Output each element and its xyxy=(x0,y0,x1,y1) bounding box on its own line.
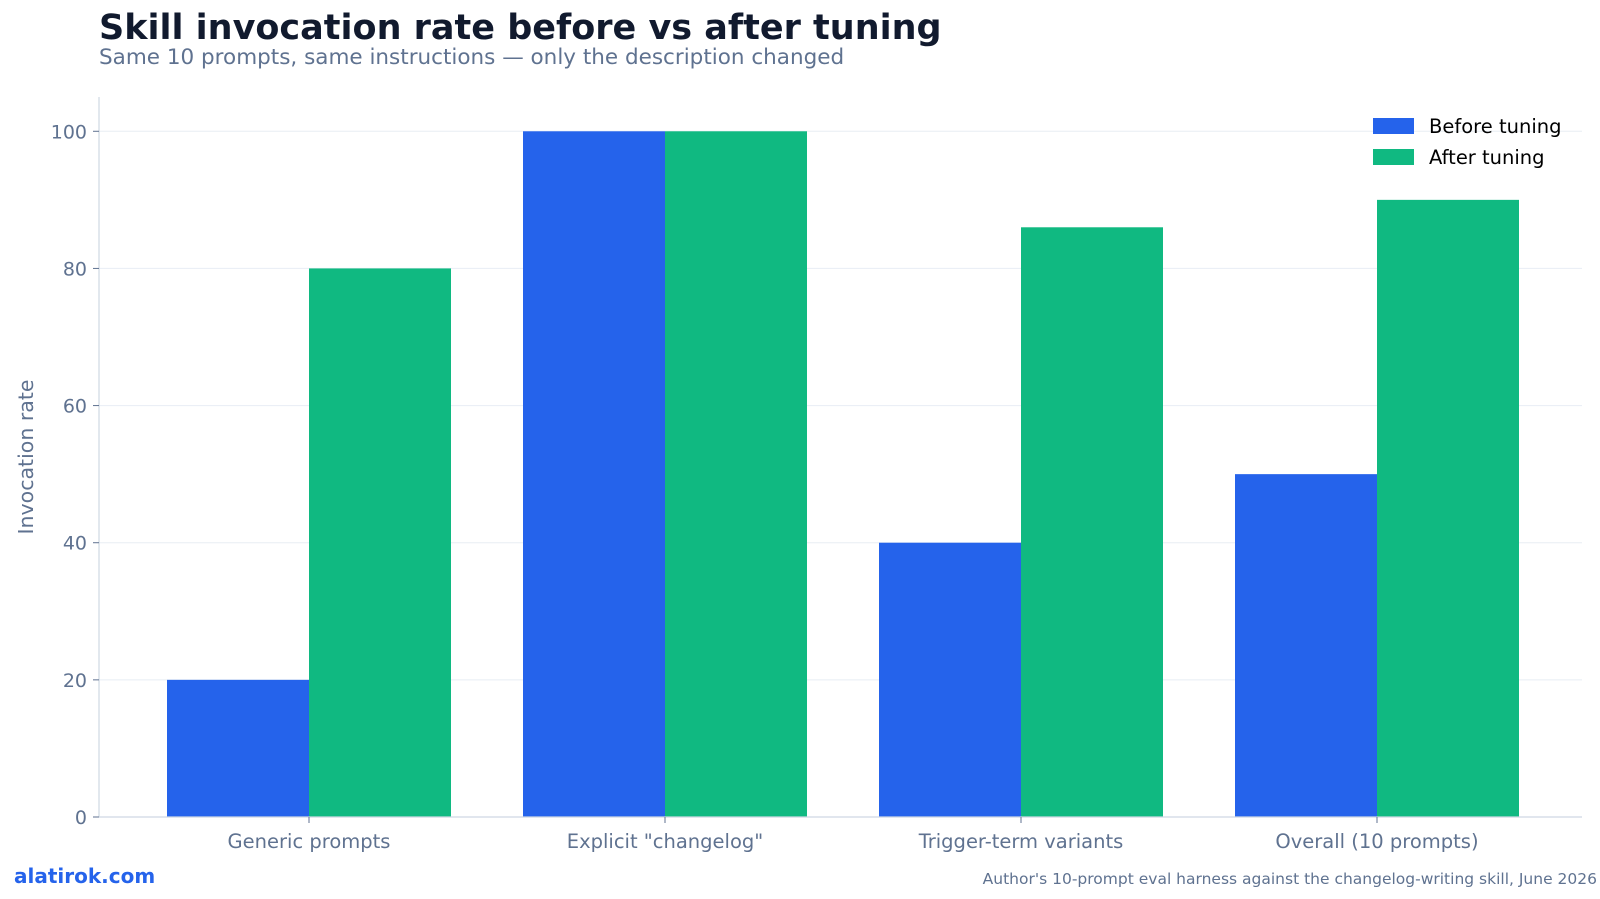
chart-title: Skill invocation rate before vs after tu… xyxy=(99,8,942,48)
legend-item-after: After tuning xyxy=(1373,145,1545,169)
x-tick-label: Generic prompts xyxy=(228,830,391,853)
bar xyxy=(879,542,1021,817)
legend-item-before: Before tuning xyxy=(1373,114,1561,138)
bar xyxy=(523,131,665,818)
y-tick-label: 40 xyxy=(63,533,87,555)
y-axis-label: Invocation rate xyxy=(14,380,38,535)
legend-label-before: Before tuning xyxy=(1429,114,1562,138)
y-tick-label: 0 xyxy=(75,807,87,829)
legend-swatch-after xyxy=(1373,149,1414,165)
bar xyxy=(309,268,451,817)
chart-subtitle: Same 10 prompts, same instructions — onl… xyxy=(99,45,845,70)
brand-link[interactable]: alatirok.com xyxy=(14,864,156,888)
legend-label-after: After tuning xyxy=(1429,145,1545,169)
x-tick-label: Overall (10 prompts) xyxy=(1275,830,1478,853)
bar xyxy=(1021,227,1163,818)
x-tick-label: Explicit "changelog" xyxy=(567,830,764,853)
legend-swatch-before xyxy=(1373,118,1414,134)
y-tick-label: 20 xyxy=(63,670,87,692)
bar xyxy=(167,679,309,817)
bar xyxy=(665,131,807,818)
y-tick-label: 80 xyxy=(63,258,87,280)
y-tick-label: 60 xyxy=(63,396,87,418)
source-note: Author's 10-prompt eval harness against … xyxy=(982,870,1597,888)
bar xyxy=(1235,474,1377,817)
x-tick-label: Trigger-term variants xyxy=(918,830,1124,853)
bar xyxy=(1377,199,1519,817)
y-tick-label: 100 xyxy=(51,121,87,143)
